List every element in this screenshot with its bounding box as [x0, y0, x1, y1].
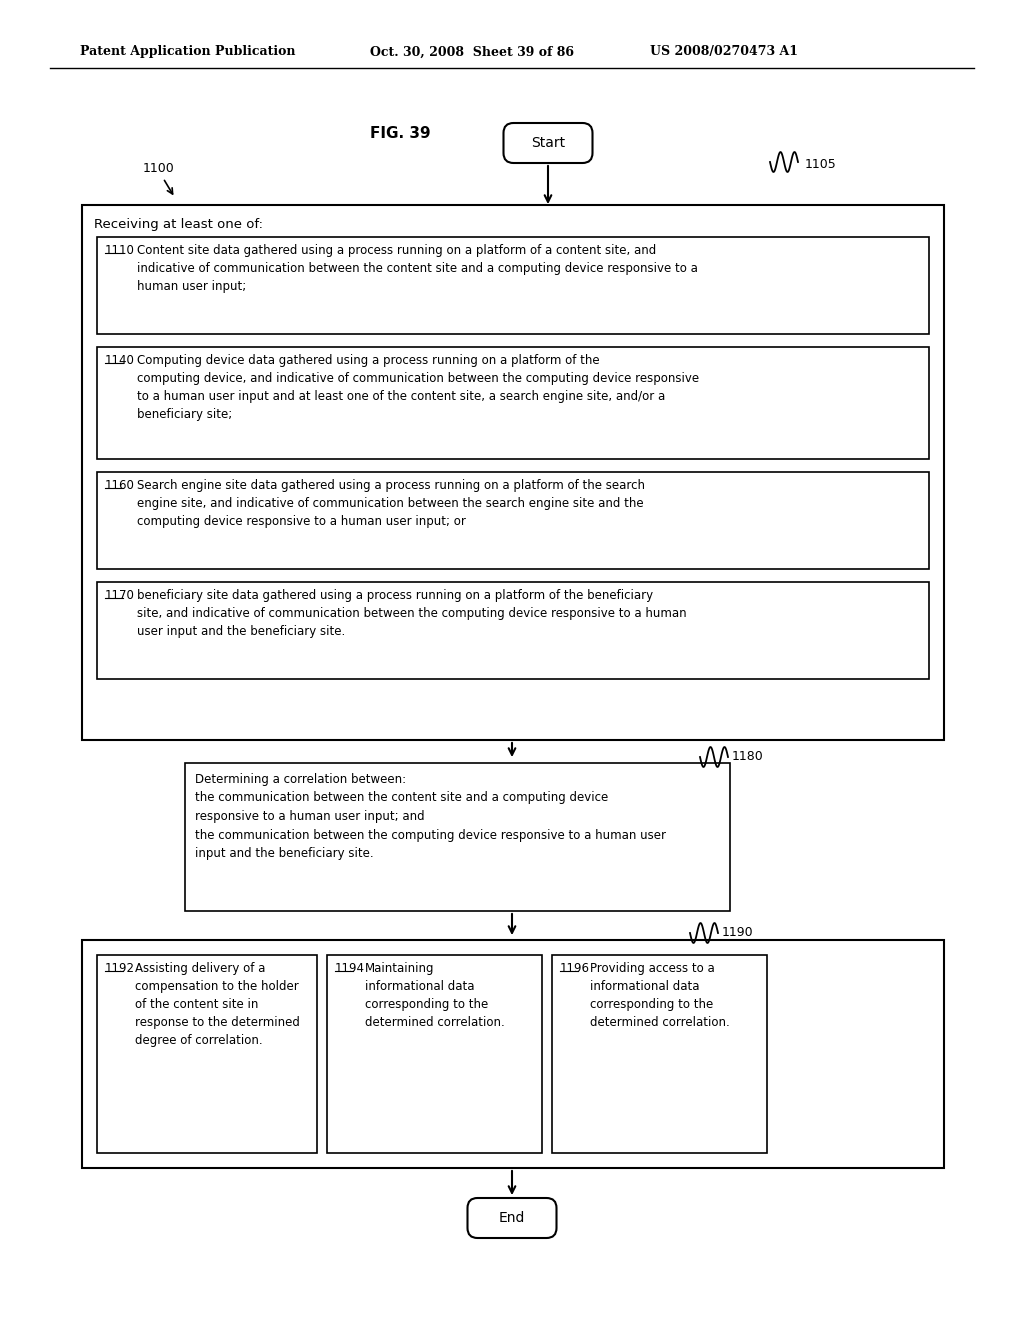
- Text: Computing device data gathered using a process running on a platform of the
comp: Computing device data gathered using a p…: [137, 354, 699, 421]
- Text: 1190: 1190: [722, 925, 754, 939]
- Bar: [82, 940, 944, 1168]
- Bar: [185, 763, 730, 911]
- Text: Content site data gathered using a process running on a platform of a content si: Content site data gathered using a proce…: [137, 244, 698, 293]
- Text: Providing access to a
informational data
corresponding to the
determined correla: Providing access to a informational data…: [590, 962, 730, 1030]
- Text: End: End: [499, 1210, 525, 1225]
- Bar: [82, 205, 944, 741]
- Text: 1192: 1192: [105, 962, 135, 975]
- Text: Determining a correlation between:
the communication between the content site an: Determining a correlation between: the c…: [195, 774, 666, 861]
- Text: 1170: 1170: [105, 589, 135, 602]
- FancyBboxPatch shape: [468, 1199, 556, 1238]
- Text: 1160: 1160: [105, 479, 135, 492]
- Text: 1180: 1180: [732, 750, 764, 763]
- Text: Oct. 30, 2008  Sheet 39 of 86: Oct. 30, 2008 Sheet 39 of 86: [370, 45, 574, 58]
- Text: Start: Start: [530, 136, 565, 150]
- Text: US 2008/0270473 A1: US 2008/0270473 A1: [650, 45, 798, 58]
- Text: 1100: 1100: [143, 161, 175, 174]
- Text: beneficiary site data gathered using a process running on a platform of the bene: beneficiary site data gathered using a p…: [137, 589, 687, 638]
- Text: 1110: 1110: [105, 244, 135, 257]
- Bar: [97, 954, 317, 1152]
- Text: 1194: 1194: [335, 962, 365, 975]
- Text: Maintaining
informational data
corresponding to the
determined correlation.: Maintaining informational data correspon…: [365, 962, 505, 1030]
- Text: Patent Application Publication: Patent Application Publication: [80, 45, 296, 58]
- Bar: [327, 954, 542, 1152]
- Text: 1105: 1105: [805, 158, 837, 172]
- Bar: [97, 347, 929, 459]
- Text: FIG. 39: FIG. 39: [370, 125, 430, 140]
- Bar: [552, 954, 767, 1152]
- Text: Assisting delivery of a
compensation to the holder
of the content site in
respon: Assisting delivery of a compensation to …: [135, 962, 300, 1047]
- Bar: [97, 473, 929, 569]
- FancyBboxPatch shape: [504, 123, 593, 162]
- Text: 1140: 1140: [105, 354, 135, 367]
- Text: 1196: 1196: [560, 962, 590, 975]
- Bar: [97, 582, 929, 678]
- Text: Search engine site data gathered using a process running on a platform of the se: Search engine site data gathered using a…: [137, 479, 645, 528]
- Text: Receiving at least one of:: Receiving at least one of:: [94, 218, 263, 231]
- Bar: [97, 238, 929, 334]
